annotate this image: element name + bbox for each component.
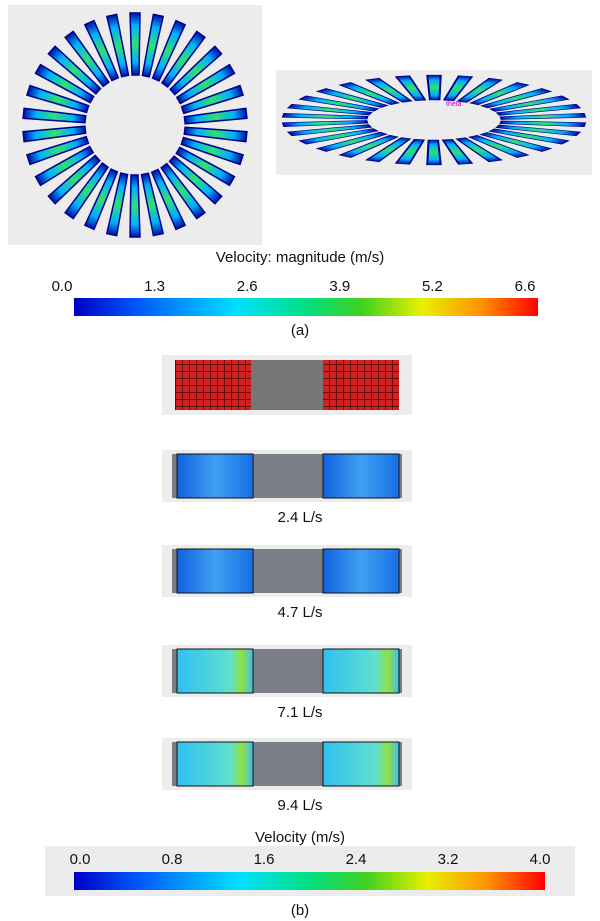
colorbar-title: Velocity: magnitude (m/s) xyxy=(216,249,384,266)
colorbar-tick-label: 5.2 xyxy=(422,278,443,295)
flow-region xyxy=(323,454,399,498)
blade xyxy=(130,13,140,75)
mesh-region xyxy=(175,360,251,410)
panel-label: (b) xyxy=(291,902,309,919)
image-label: 9.4 L/s xyxy=(277,797,322,814)
blade-shape xyxy=(427,75,441,100)
flow-region xyxy=(177,454,253,498)
colorbar xyxy=(74,298,538,316)
mesh-region xyxy=(323,360,399,410)
flow-region xyxy=(177,742,253,786)
colorbar xyxy=(74,872,545,890)
colorbar-tick-label: 1.6 xyxy=(254,851,275,868)
flow-region xyxy=(323,549,399,593)
colorbar-tick-label: 0.0 xyxy=(52,278,73,295)
annotation: theta xyxy=(446,101,462,108)
colorbar-tick-label: 0.0 xyxy=(70,851,91,868)
flow-images: 2.4 L/s 4.7 L/s 7.1 L/s 9.4 L/s xyxy=(162,450,412,814)
colorbar-tick-label: 6.6 xyxy=(515,278,536,295)
colorbar-tick-label: 3.2 xyxy=(438,851,459,868)
blade xyxy=(130,175,140,237)
colorbar-tick-label: 2.6 xyxy=(237,278,258,295)
figure: theta Velocity: magnitude (m/s) 0.0 1.3 2.… xyxy=(0,0,600,921)
blade xyxy=(427,140,441,165)
colorbar-tick-label: 2.4 xyxy=(346,851,367,868)
blade xyxy=(427,75,441,100)
blade-shape xyxy=(427,140,441,165)
image-label: 7.1 L/s xyxy=(277,704,322,721)
colorbar-tick-label: 4.0 xyxy=(530,851,551,868)
flow-region xyxy=(323,742,399,786)
blade-shape xyxy=(130,13,140,75)
colorbar-tick-label: 3.9 xyxy=(329,278,350,295)
colorbar-ticks: 0.0 1.3 2.6 3.9 5.2 6.6 xyxy=(52,278,536,295)
flow-region xyxy=(323,649,399,693)
panel-label: (a) xyxy=(291,322,309,339)
colorbar-tick-label: 0.8 xyxy=(162,851,183,868)
colorbar-title: Velocity (m/s) xyxy=(255,829,345,846)
flow-region xyxy=(177,649,253,693)
image-label: 2.4 L/s xyxy=(277,509,322,526)
image-label: 4.7 L/s xyxy=(277,604,322,621)
blade-shape xyxy=(130,175,140,237)
colorbar-tick-label: 1.3 xyxy=(144,278,165,295)
flow-region xyxy=(177,549,253,593)
